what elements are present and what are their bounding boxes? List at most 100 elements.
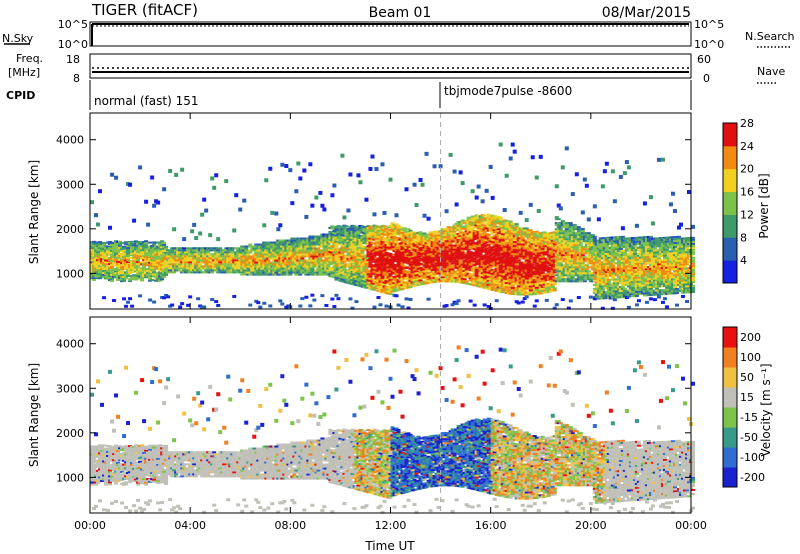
power-cell [332, 262, 337, 265]
power-cell [392, 233, 397, 236]
power-cell [148, 259, 153, 262]
power-cell [348, 238, 353, 241]
power-cell [426, 243, 431, 246]
power-cell [400, 261, 405, 265]
power-cell [196, 267, 201, 270]
power-cell [332, 236, 337, 239]
power-cell [134, 248, 139, 251]
power-cell [360, 261, 365, 264]
power-cell [414, 264, 419, 267]
power-cell [304, 267, 309, 270]
power-cell [380, 282, 385, 285]
power-cell [498, 218, 503, 221]
power-cell [376, 257, 381, 260]
power-cell [422, 272, 427, 275]
power-cell [418, 277, 423, 280]
power-cell [324, 251, 329, 254]
power-cell [144, 260, 149, 263]
power-cell [196, 261, 201, 264]
power-cell [396, 236, 401, 239]
power-cell [160, 270, 165, 273]
power-cell [378, 262, 383, 265]
power-cell [256, 267, 261, 270]
power-cell [244, 253, 249, 256]
power-cell [384, 251, 389, 254]
power-cell [396, 265, 401, 268]
power-cell [132, 248, 137, 251]
power-cell [286, 255, 291, 258]
power-cell [180, 255, 185, 258]
power-cell [406, 272, 411, 275]
power-cell [278, 241, 283, 244]
power-cell [236, 255, 241, 258]
power-cell [390, 256, 395, 259]
power-cell [338, 259, 343, 262]
power-cell [218, 251, 223, 254]
power-cell [190, 229, 195, 234]
power-cell [396, 230, 401, 233]
power-cell [154, 199, 159, 204]
power-cell [358, 257, 363, 260]
power-cell [264, 273, 269, 276]
power-cell [426, 249, 431, 252]
power-cell [394, 269, 399, 272]
power-cell [378, 256, 383, 259]
power-cell [552, 289, 557, 292]
power-cell [408, 235, 413, 238]
power-cell [376, 225, 381, 228]
power-cell [310, 203, 315, 208]
power-cell [382, 283, 387, 286]
power-cell [368, 227, 373, 230]
power-cell [412, 284, 417, 287]
power-cell [340, 266, 345, 269]
power-cell [102, 255, 107, 258]
power-cell [394, 227, 399, 230]
power-cell [304, 245, 309, 248]
power-cell [238, 249, 243, 252]
power-cell [242, 261, 247, 264]
power-cell [108, 267, 113, 270]
power-cell [156, 251, 161, 254]
power-cell [408, 297, 413, 301]
power-cell [348, 250, 353, 253]
power-cell [332, 254, 337, 257]
power-cell [198, 304, 203, 308]
power-cell [392, 276, 397, 279]
power-cell [370, 264, 375, 267]
power-cell [296, 271, 301, 274]
power-cell [296, 273, 301, 276]
power-cell [204, 247, 209, 250]
power-cell [482, 214, 487, 217]
power-cell [262, 263, 267, 266]
power-cell [334, 248, 339, 251]
power-cell [158, 241, 163, 244]
power-cell [196, 251, 201, 254]
power-cell [388, 285, 393, 288]
power-cell [374, 265, 379, 268]
power-cell [250, 259, 255, 262]
power-cell [354, 231, 359, 234]
power-cell [400, 247, 405, 250]
power-cell [326, 255, 331, 258]
power-cell [344, 279, 349, 282]
power-cell [382, 285, 387, 288]
power-cell [156, 279, 161, 282]
power-cell [432, 232, 437, 235]
power-cell [98, 267, 103, 270]
power-cell [414, 258, 419, 261]
power-cell [394, 243, 399, 246]
power-cell [160, 295, 165, 299]
power-cell [416, 263, 421, 266]
power-cell [266, 247, 271, 250]
power-cell [108, 279, 113, 282]
power-cell [428, 279, 433, 282]
power-cell [360, 239, 365, 242]
power-cell [212, 269, 217, 272]
power-cell [158, 261, 163, 264]
power-cell [256, 263, 261, 266]
power-cell [392, 229, 397, 232]
power-cell [200, 267, 205, 270]
power-cell [372, 248, 377, 251]
power-cell [366, 235, 371, 238]
power-cell [306, 269, 311, 272]
